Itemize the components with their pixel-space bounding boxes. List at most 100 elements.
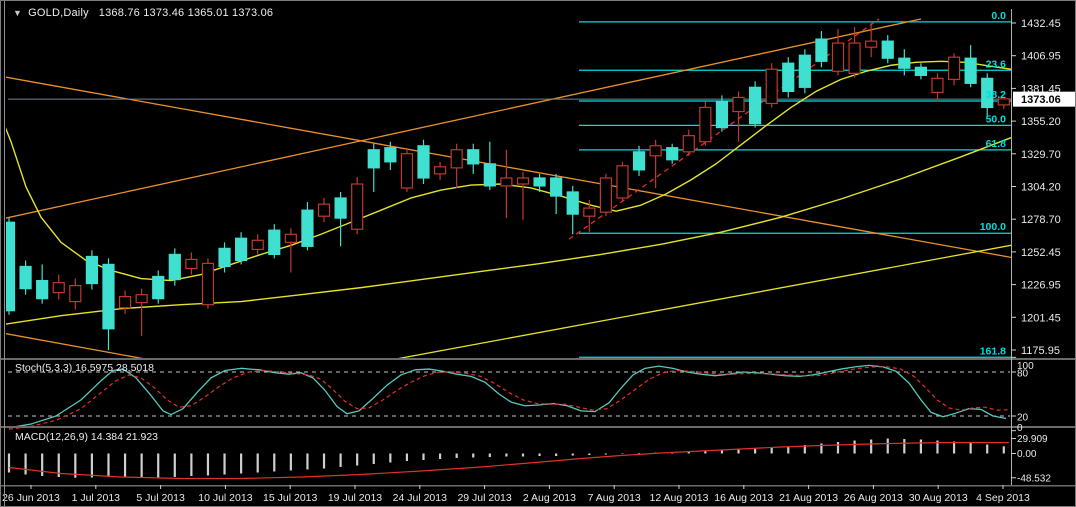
date-label: 2 Aug 2013 <box>523 492 576 504</box>
bear-candle <box>649 145 662 157</box>
macd-signal-line <box>8 441 1010 480</box>
candlestick-series <box>6 23 1010 350</box>
bull-candle <box>632 151 646 171</box>
price-tick-label: 1201.45 <box>1021 312 1061 324</box>
current-price-marker <box>1013 91 1075 107</box>
bull-candle <box>483 163 496 187</box>
bull-candle <box>384 147 397 163</box>
bull-candle <box>19 265 32 290</box>
date-label: 15 Jul 2013 <box>263 492 317 504</box>
price-tick-label: 1226.95 <box>1021 280 1061 292</box>
descending-trendline-lower <box>6 333 144 358</box>
fib-label-38.2: 38.2 <box>986 89 1007 101</box>
price-tick-label: 1252.45 <box>1021 247 1061 259</box>
date-label: 7 Aug 2013 <box>588 492 641 504</box>
macd-axis-label: 0.00 <box>1017 449 1037 460</box>
bear-candle <box>251 239 264 251</box>
fib-label-23.6: 23.6 <box>986 58 1007 70</box>
bull-candle <box>881 40 894 59</box>
bull-candle <box>6 221 16 312</box>
bull-candle <box>168 253 181 281</box>
bear-candle <box>599 177 612 213</box>
bear-candle <box>69 284 82 303</box>
date-label: 19 Jul 2013 <box>328 492 382 504</box>
date-label: 12 Aug 2013 <box>650 492 709 504</box>
macd-label: MACD(12,26,9) 14.384 21.923 <box>15 431 159 443</box>
main-price-pane <box>6 18 1011 358</box>
stochastic-pane <box>8 364 1010 430</box>
bear-candle <box>848 42 861 74</box>
price-tick-label: 1355.20 <box>1021 116 1061 128</box>
bull-candle <box>152 275 165 300</box>
ascending-trendline <box>6 18 922 219</box>
ohlc-quote: 1368.76 1373.46 1365.01 1373.06 <box>98 7 274 19</box>
axis-separator <box>1 485 1075 487</box>
stoch-axis-label: 80 <box>1017 369 1029 380</box>
time-axis[interactable]: 26 Jun 2013 1 Jul 2013 5 Jul 2013 10 Jul 20… <box>2 485 1030 504</box>
bear-candle <box>201 262 215 306</box>
stoch-signal-line <box>8 366 1010 430</box>
bull-candle <box>367 149 380 169</box>
price-axis[interactable]: 1432.451406.951381.451355.201329.701304.… <box>980 10 1076 357</box>
bull-candle <box>36 279 49 300</box>
pane-separator[interactable] <box>1 358 1076 360</box>
date-label: 1 Jul 2013 <box>72 492 121 504</box>
bear-candle <box>52 282 65 294</box>
fib-label-61.8: 61.8 <box>986 138 1007 150</box>
price-tick-label: 1406.95 <box>1021 51 1061 63</box>
bear-candle <box>284 233 297 243</box>
bear-candle <box>931 77 944 94</box>
bull-candle <box>550 177 563 197</box>
bear-candle <box>135 294 148 304</box>
fib-label-100.0: 100.0 <box>980 221 1006 233</box>
date-label: 21 Aug 2013 <box>779 492 838 504</box>
bull-candle <box>301 209 314 247</box>
bear-candle <box>616 165 629 199</box>
bull-candle <box>235 237 248 262</box>
symbol-dropdown-icon[interactable]: ▼ <box>13 8 23 18</box>
bull-candle <box>666 147 679 161</box>
bear-candle <box>699 106 712 143</box>
date-label: 4 Sep 2013 <box>976 492 1030 504</box>
bear-candle <box>450 149 463 169</box>
date-label: 10 Jul 2013 <box>198 492 252 504</box>
bull-candle <box>334 197 347 219</box>
date-label: 29 Jul 2013 <box>457 492 511 504</box>
bull-candle <box>268 229 281 256</box>
bull-candle <box>85 255 99 285</box>
bear-candle <box>765 68 778 105</box>
pane-separator[interactable] <box>1 426 1076 428</box>
bull-candle <box>798 54 811 88</box>
bear-candle <box>351 183 364 230</box>
date-label: 5 Jul 2013 <box>136 492 185 504</box>
price-tick-label: 1278.70 <box>1021 214 1061 226</box>
bear-candle <box>185 258 198 270</box>
date-label: 30 Aug 2013 <box>909 492 968 504</box>
price-tick-label: 1432.45 <box>1021 18 1061 30</box>
bear-candle <box>831 42 845 72</box>
fib-label-50.0: 50.0 <box>986 113 1007 125</box>
price-tick-label: 1304.20 <box>1021 182 1061 194</box>
symbol-period-label: GOLD,Daily <box>28 7 89 19</box>
stoch-main-line <box>8 364 1007 429</box>
date-label: 26 Aug 2013 <box>844 492 903 504</box>
bull-candle <box>964 57 977 84</box>
bull-candle <box>914 66 928 76</box>
stochastic-label: Stoch(5,3,3) 16.5975 28.5018 <box>15 362 154 374</box>
bear-candle <box>583 207 596 217</box>
bear-candle <box>997 98 1010 106</box>
current-price-label: 1373.06 <box>1021 94 1061 106</box>
bull-candle <box>715 100 729 129</box>
bear-candle <box>732 96 745 113</box>
fib-label-0.0: 0.0 <box>991 10 1006 22</box>
bull-candle <box>467 149 480 165</box>
bull-candle <box>566 191 579 215</box>
bear-candle <box>682 135 695 153</box>
date-label: 16 Aug 2013 <box>714 492 773 504</box>
bull-candle <box>417 145 430 179</box>
date-label: 24 Jul 2013 <box>393 492 447 504</box>
